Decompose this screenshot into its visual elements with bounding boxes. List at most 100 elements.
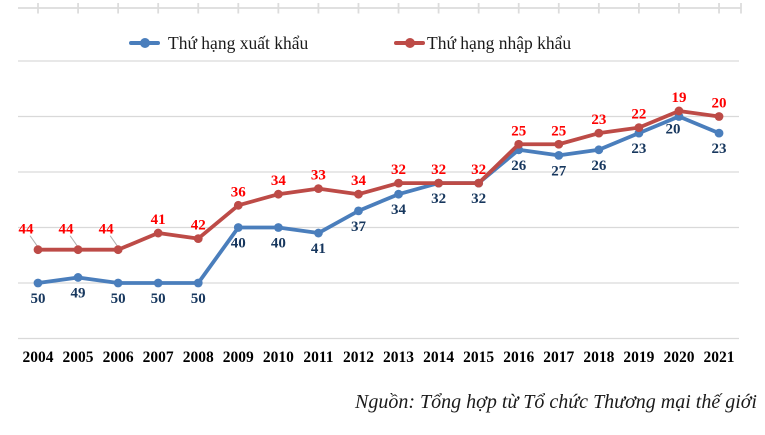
- data-point-export: [314, 228, 323, 238]
- x-axis-label: 2009: [223, 349, 254, 366]
- data-label-export: 50: [191, 291, 206, 307]
- data-label-export: 32: [471, 191, 486, 207]
- data-label-export: 40: [231, 236, 246, 252]
- data-point-export: [554, 150, 564, 160]
- data-point-import: [233, 200, 243, 210]
- data-point-export: [193, 278, 203, 288]
- x-axis-label: 2019: [623, 349, 654, 366]
- data-label-import: 44: [59, 222, 75, 238]
- label-leader-line: [29, 235, 38, 246]
- data-point-import: [153, 228, 163, 238]
- data-label-import: 42: [191, 218, 206, 234]
- source-note: Nguồn: Tổng hợp từ Tổ chức Thương mại th…: [355, 391, 757, 413]
- data-label-export: 34: [391, 202, 407, 218]
- data-point-import: [354, 189, 363, 199]
- data-point-export: [233, 223, 243, 232]
- data-point-import: [314, 184, 323, 194]
- data-label-import: 23: [591, 112, 606, 128]
- data-label-export: 50: [31, 291, 46, 307]
- x-axis-label: 2006: [103, 349, 134, 366]
- data-label-export: 41: [311, 241, 326, 257]
- import-legend-dot-icon: [404, 38, 415, 48]
- data-label-import: 34: [351, 173, 367, 189]
- series-line-export: [36, 114, 721, 285]
- x-axis-label: 2021: [704, 349, 735, 366]
- data-label-import: 41: [151, 212, 166, 228]
- x-axis-label: 2008: [183, 349, 214, 366]
- data-label-import: 25: [511, 123, 526, 139]
- data-point-import: [73, 245, 83, 255]
- data-point-export: [594, 145, 604, 155]
- data-label-import: 19: [671, 90, 686, 106]
- x-axis-label: 2013: [383, 349, 414, 366]
- x-axis-label: 2017: [543, 349, 574, 366]
- export-legend-dot-icon: [139, 38, 150, 48]
- import-legend-marker-icon: [394, 38, 425, 48]
- data-point-export: [273, 223, 283, 232]
- data-point-import: [33, 245, 43, 255]
- legend-label-export: Thứ hạng xuất khẩu: [168, 32, 309, 53]
- legend-item-export: Thứ hạng xuất khẩu: [129, 31, 308, 55]
- data-label-import: 25: [551, 123, 566, 139]
- data-point-import: [674, 106, 684, 116]
- data-label-import: 33: [311, 168, 326, 184]
- x-axis-label: 2010: [263, 349, 294, 366]
- data-label-export: 32: [431, 191, 446, 207]
- x-axis-label: 2011: [303, 349, 333, 366]
- data-label-export: 23: [631, 141, 646, 157]
- data-label-export: 20: [665, 122, 680, 138]
- data-point-export: [113, 278, 123, 288]
- x-axis-label: 2018: [583, 349, 614, 366]
- data-label-import: 32: [431, 162, 446, 178]
- data-point-import: [554, 139, 564, 149]
- legend-label-import: Thứ hạng nhập khẩu: [427, 32, 572, 53]
- data-point-import: [273, 189, 283, 199]
- data-point-export: [394, 189, 403, 199]
- data-point-import: [514, 139, 524, 149]
- x-axis-label: 2015: [463, 349, 494, 366]
- data-label-import: 32: [471, 162, 486, 178]
- data-point-import: [434, 178, 443, 188]
- label-leader-line: [109, 235, 118, 246]
- data-label-export: 40: [271, 236, 286, 252]
- x-axis-label: 2004: [23, 349, 54, 366]
- series-line-import: [36, 109, 721, 252]
- x-axis-label: 2005: [63, 349, 94, 366]
- x-axis-label: 2007: [143, 349, 174, 366]
- data-label-export: 23: [712, 141, 727, 157]
- x-axis-label: 2020: [663, 349, 694, 366]
- chart-canvas: 50 49 50 50 50 40 40 41 37 34 32 32 26 27 26 23 20 23 44 44…: [18, 3, 742, 366]
- data-point-export: [33, 278, 43, 288]
- data-label-export: 37: [351, 219, 367, 235]
- data-label-export: 50: [111, 291, 126, 307]
- data-point-export: [714, 128, 724, 138]
- export-legend-marker-icon: [129, 38, 160, 48]
- data-label-import: 44: [99, 222, 115, 238]
- data-point-export: [354, 206, 363, 216]
- data-point-import: [594, 128, 604, 138]
- data-point-export: [73, 273, 83, 282]
- data-point-import: [634, 123, 644, 132]
- data-label-import: 22: [631, 107, 646, 123]
- data-label-import: 20: [712, 96, 727, 112]
- data-label-import: 32: [391, 162, 406, 178]
- data-point-import: [714, 112, 724, 121]
- legend: Thứ hạng xuất khẩu Thứ hạng nhập khẩu: [0, 31, 765, 55]
- data-point-export: [153, 278, 163, 288]
- data-label-export: 27: [551, 163, 567, 179]
- x-axis-label: 2016: [503, 349, 534, 366]
- x-axis-label: 2012: [343, 349, 374, 366]
- data-label-import: 44: [19, 222, 35, 238]
- data-point-import: [474, 178, 484, 188]
- legend-item-import: Thứ hạng nhập khẩu: [394, 31, 571, 55]
- data-label-export: 50: [151, 291, 166, 307]
- label-leader-line: [69, 235, 78, 246]
- data-label-import: 34: [271, 173, 287, 189]
- data-point-import: [394, 178, 403, 188]
- data-label-export: 26: [591, 158, 607, 174]
- data-point-import: [113, 245, 123, 255]
- data-label-import: 36: [231, 184, 247, 200]
- data-label-export: 26: [511, 158, 527, 174]
- data-label-export: 49: [71, 285, 86, 301]
